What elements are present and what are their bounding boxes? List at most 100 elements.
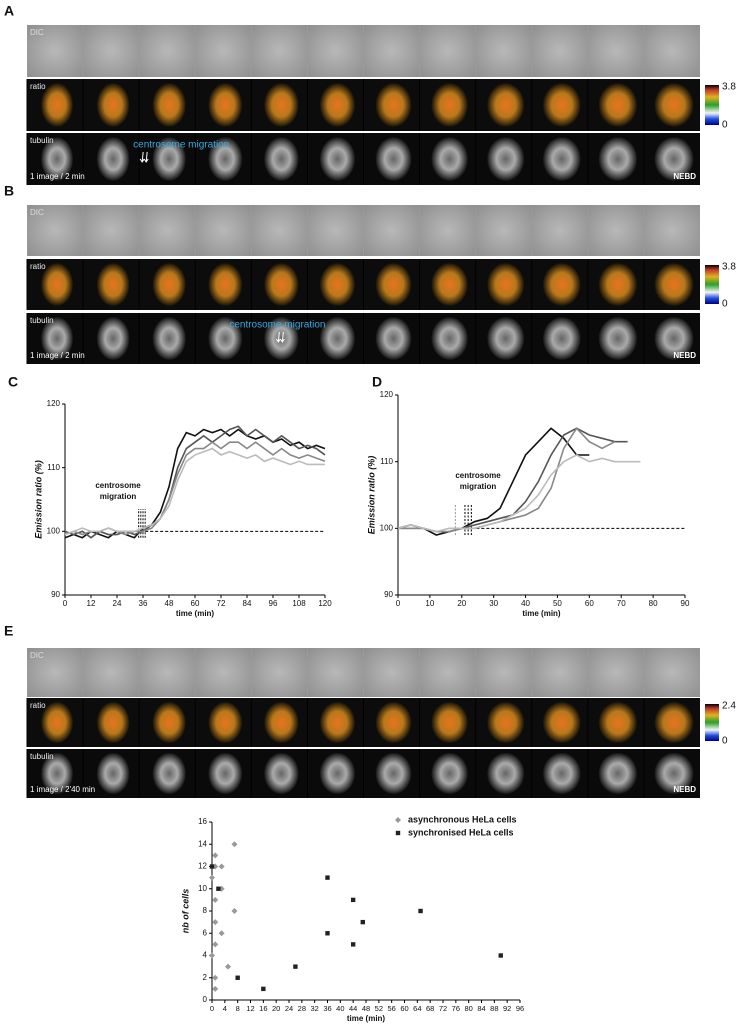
row-label: tubulin [30,316,54,325]
y-tick-label: 90 [384,590,393,599]
annotation: centrosome migration [133,140,229,151]
color-bar [705,265,719,304]
x-tick-label: 0 [396,599,401,608]
x-tick-label: 120 [318,599,332,608]
y-tick-label: 12 [198,862,207,871]
interval-label: 1 image / 2 min [30,172,85,181]
x-tick-label: 96 [269,599,278,608]
cell [97,137,130,181]
row-label: tubulin [30,136,54,145]
cell [264,753,299,794]
image-tile [364,25,419,77]
interval-label: 1 image / 2 min [30,351,85,360]
y-tick-label: 16 [198,817,207,826]
cell [543,753,581,794]
scale-min: 0 [722,120,728,131]
image-tile [140,25,195,77]
point [209,875,215,881]
cell [97,753,130,794]
x-tick-label: 0 [63,599,68,608]
annotation: centrosome [455,471,501,480]
image-tile [308,648,363,697]
x-tick-label: 12 [246,1004,254,1013]
point [212,919,218,925]
x-tick-label: 72 [217,599,226,608]
event-label: NEBD [673,172,696,181]
x-axis-label: time (min) [522,609,561,618]
cell [153,317,186,360]
point [325,931,329,935]
cell [543,263,581,306]
y-tick-label: 100 [380,523,394,532]
image-tile [196,648,251,697]
image-tile [476,648,531,697]
cell [543,83,581,127]
image-tile [588,205,643,256]
cell [599,83,637,127]
x-tick-label: 28 [298,1004,306,1013]
legend-marker [396,831,400,835]
point [325,875,329,879]
cell [431,317,467,360]
cell [41,263,73,306]
scale-max: 3.8 [722,82,736,93]
x-tick-label: 30 [489,599,498,608]
image-tile [364,648,419,697]
cell [208,702,242,743]
cell [153,83,186,127]
cell [543,317,581,360]
cell [599,702,637,743]
panel-letter: E [4,623,13,639]
panel-letter: B [4,183,14,199]
annotation: migration [100,492,137,501]
x-tick-label: 90 [681,599,690,608]
x-tick-label: 40 [521,599,530,608]
cell [654,263,693,306]
image-tile [532,648,587,697]
x-tick-label: 44 [349,1004,357,1013]
cell [264,83,299,127]
cell [376,263,412,306]
y-tick-label: 10 [198,884,207,893]
x-tick-label: 4 [223,1004,227,1013]
image-tile [644,648,699,697]
x-tick-label: 36 [323,1004,331,1013]
x-tick-label: 80 [464,1004,472,1013]
image-tile [252,648,307,697]
image-tile [252,25,307,77]
cell [376,753,412,794]
y-tick-label: 120 [47,399,61,408]
cell [431,137,467,181]
y-tick-label: 100 [47,526,61,535]
x-tick-label: 64 [413,1004,421,1013]
image-tile [196,25,251,77]
x-tick-label: 60 [585,599,594,608]
cell [487,702,524,743]
image-tile [420,25,475,77]
image-tile [420,648,475,697]
cell [264,702,299,743]
image-tile [644,25,699,77]
cell [97,83,130,127]
cell [153,702,186,743]
scale-max: 3.8 [722,262,736,273]
point [212,897,218,903]
image-tile [364,205,419,256]
event-label: NEBD [673,785,696,794]
cell [97,702,130,743]
cell [208,263,242,306]
cell [376,702,412,743]
point [235,976,239,980]
cell [264,263,299,306]
point [351,942,355,946]
point [212,986,218,992]
x-tick-label: 68 [426,1004,434,1013]
y-tick-label: 4 [203,951,208,960]
point [261,987,265,991]
x-tick-label: 24 [113,599,122,608]
y-tick-label: 90 [51,590,60,599]
image-tile [140,205,195,256]
image-tile [84,648,139,697]
point [212,941,218,947]
scale-min: 0 [722,736,728,747]
